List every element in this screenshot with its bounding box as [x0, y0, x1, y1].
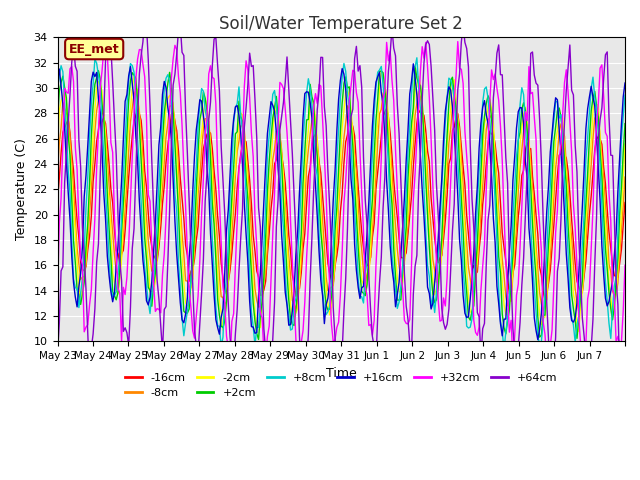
- +8cm: [413, 55, 420, 60]
- Title: Soil/Water Temperature Set 2: Soil/Water Temperature Set 2: [220, 15, 463, 33]
- Legend: -16cm, -8cm, -2cm, +2cm, +8cm, +16cm, +32cm, +64cm: -16cm, -8cm, -2cm, +2cm, +8cm, +16cm, +3…: [121, 368, 562, 403]
- -16cm: [556, 152, 563, 158]
- +64cm: [351, 56, 358, 61]
- +16cm: [136, 198, 143, 204]
- -8cm: [575, 309, 582, 315]
- Line: +16cm: +16cm: [58, 64, 625, 340]
- -8cm: [463, 240, 470, 246]
- -16cm: [621, 200, 629, 205]
- +32cm: [227, 360, 234, 366]
- X-axis label: Time: Time: [326, 367, 356, 380]
- Line: +64cm: +64cm: [58, 16, 625, 387]
- +32cm: [136, 47, 143, 52]
- +32cm: [524, 118, 531, 123]
- Line: -16cm: -16cm: [58, 108, 625, 300]
- +32cm: [465, 178, 472, 183]
- -16cm: [541, 297, 548, 303]
- -2cm: [621, 141, 629, 147]
- +8cm: [621, 92, 629, 98]
- +64cm: [141, 13, 148, 19]
- +64cm: [556, 256, 563, 262]
- +16cm: [621, 80, 629, 86]
- +16cm: [348, 177, 355, 182]
- -8cm: [554, 150, 561, 156]
- -2cm: [463, 268, 470, 274]
- -2cm: [136, 114, 143, 120]
- +64cm: [136, 71, 143, 77]
- +16cm: [463, 315, 470, 321]
- -2cm: [522, 105, 529, 110]
- +64cm: [524, 171, 531, 177]
- +16cm: [410, 61, 417, 67]
- -8cm: [54, 169, 61, 175]
- +2cm: [255, 336, 262, 342]
- +8cm: [348, 143, 355, 148]
- +8cm: [54, 87, 61, 93]
- +32cm: [454, 39, 461, 45]
- -8cm: [522, 116, 529, 122]
- Line: +32cm: +32cm: [58, 42, 625, 363]
- -2cm: [348, 108, 355, 114]
- +32cm: [458, 66, 465, 72]
- +2cm: [621, 120, 629, 126]
- Line: -8cm: -8cm: [58, 90, 625, 312]
- +2cm: [556, 105, 563, 111]
- +16cm: [522, 159, 529, 165]
- -16cm: [136, 111, 143, 117]
- -16cm: [522, 147, 529, 153]
- -8cm: [349, 129, 356, 135]
- -2cm: [54, 145, 61, 151]
- +64cm: [465, 64, 472, 70]
- +2cm: [465, 314, 472, 320]
- Text: EE_met: EE_met: [69, 43, 120, 56]
- +2cm: [136, 123, 143, 129]
- +2cm: [349, 143, 356, 149]
- Y-axis label: Temperature (C): Temperature (C): [15, 138, 28, 240]
- Line: +2cm: +2cm: [58, 66, 625, 339]
- -2cm: [378, 68, 385, 73]
- +16cm: [54, 79, 61, 84]
- +16cm: [556, 127, 563, 133]
- -2cm: [575, 328, 582, 334]
- -8cm: [132, 87, 140, 93]
- +2cm: [524, 127, 531, 133]
- -16cm: [383, 106, 390, 111]
- +32cm: [556, 156, 563, 162]
- -2cm: [456, 138, 463, 144]
- +8cm: [463, 324, 470, 329]
- +8cm: [524, 151, 531, 156]
- +2cm: [54, 116, 61, 121]
- +64cm: [458, 39, 465, 45]
- Line: +8cm: +8cm: [58, 58, 625, 350]
- +8cm: [456, 190, 463, 196]
- -16cm: [456, 124, 463, 130]
- -16cm: [463, 212, 470, 218]
- +64cm: [264, 384, 271, 390]
- +32cm: [621, 263, 629, 268]
- -2cm: [554, 128, 561, 134]
- +2cm: [412, 63, 419, 69]
- -8cm: [456, 129, 463, 135]
- -16cm: [348, 119, 355, 124]
- +8cm: [136, 166, 143, 171]
- +64cm: [54, 350, 61, 356]
- +16cm: [534, 337, 541, 343]
- -8cm: [621, 174, 629, 180]
- +8cm: [556, 115, 563, 121]
- -8cm: [138, 131, 145, 136]
- +2cm: [458, 195, 465, 201]
- +16cm: [456, 237, 463, 243]
- +32cm: [349, 67, 356, 73]
- +64cm: [621, 341, 629, 347]
- Line: -2cm: -2cm: [58, 71, 625, 331]
- +32cm: [54, 289, 61, 295]
- -16cm: [54, 197, 61, 203]
- +8cm: [500, 348, 508, 353]
